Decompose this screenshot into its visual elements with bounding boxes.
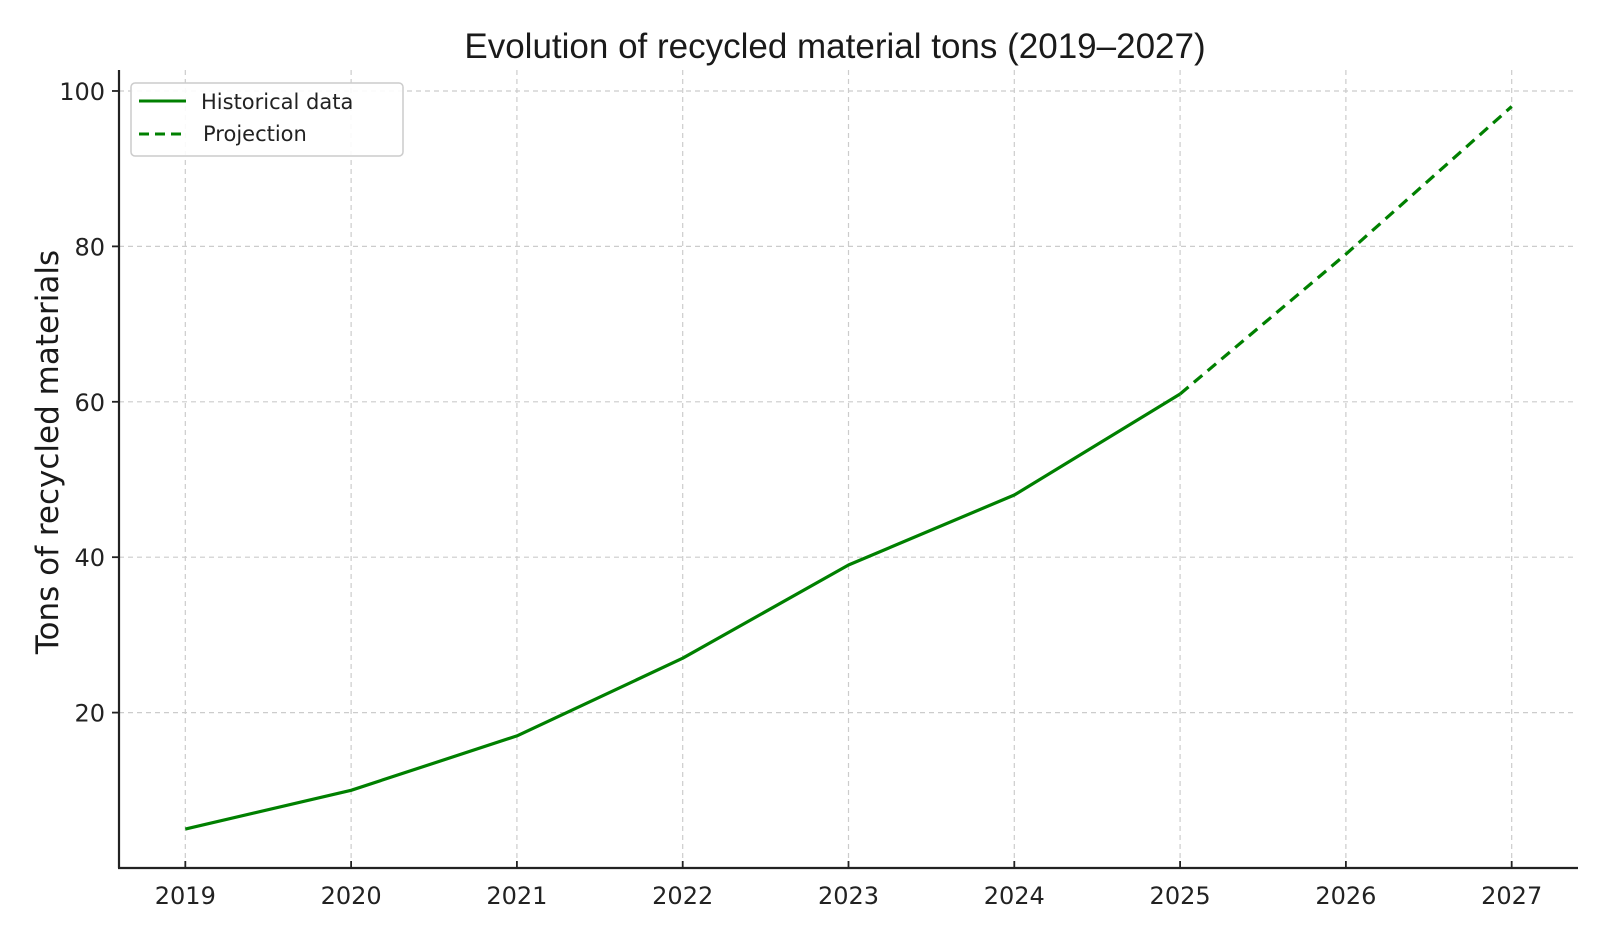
y-tick-label: 60 (74, 389, 105, 417)
y-tick-label: 40 (74, 544, 105, 572)
grid (119, 70, 1573, 868)
x-tick-label: 2020 (321, 882, 382, 910)
x-ticks: 2019 2020 2021 2022 2023 2024 2025 2026 2027 (155, 861, 1542, 910)
y-tick-label: 100 (59, 78, 105, 106)
x-tick-label: 2019 (155, 882, 216, 910)
x-tick-label: 2024 (984, 882, 1045, 910)
y-tick-label: 80 (74, 233, 105, 261)
legend-historical-label: Historical data (201, 90, 353, 114)
x-tick-label: 2026 (1315, 882, 1376, 910)
legend: Historical data Projection (130, 82, 404, 157)
y-axis-label: Tons of recycled materials (30, 250, 66, 655)
x-tick-label: 2022 (652, 882, 713, 910)
x-tick-label: 2021 (486, 882, 547, 910)
series-group (184, 105, 1513, 831)
x-tick-label: 2025 (1150, 882, 1211, 910)
legend-frame (130, 82, 404, 157)
legend-projection-label: Projection (203, 122, 307, 146)
y-tick-label: 20 (74, 700, 105, 728)
projection-line (1179, 105, 1513, 396)
x-tick-label: 2023 (818, 882, 879, 910)
chart-title: Evolution of recycled material tons (201… (464, 27, 1205, 66)
x-tick-label: 2027 (1481, 882, 1542, 910)
y-ticks: 20 40 60 80 100 (59, 78, 119, 728)
